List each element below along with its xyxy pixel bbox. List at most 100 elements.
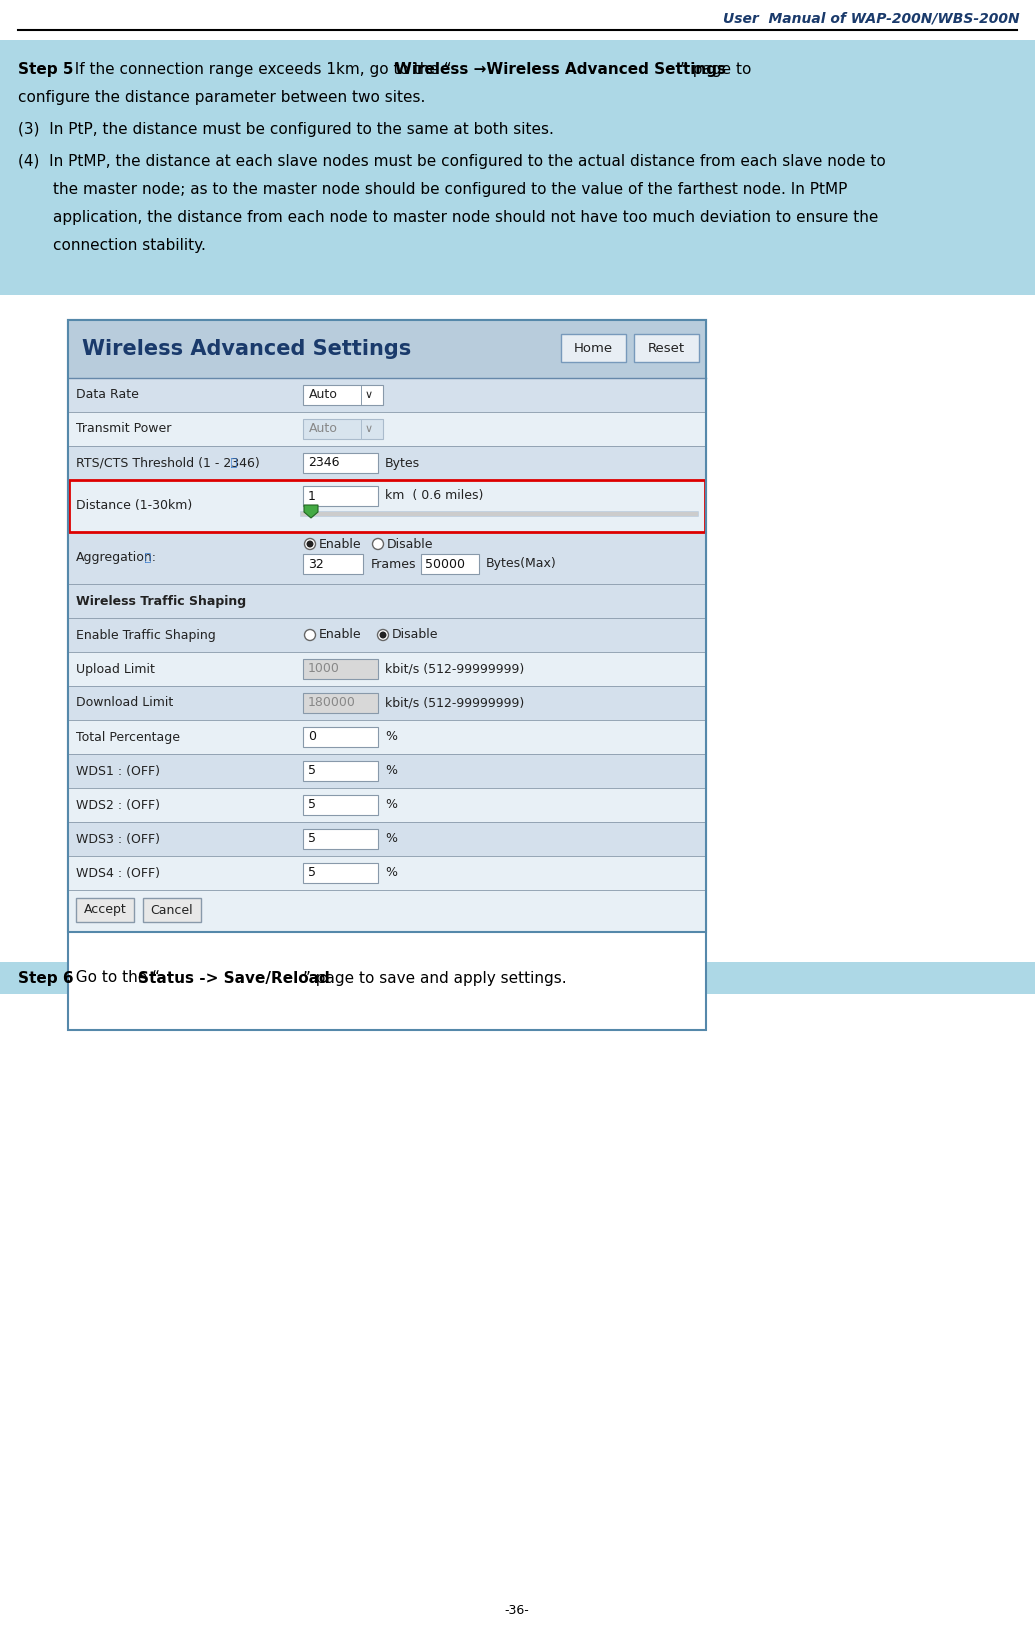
Bar — [561, 335, 626, 362]
Bar — [303, 486, 378, 506]
Text: configure the distance parameter between two sites.: configure the distance parameter between… — [18, 90, 425, 104]
Text: 2346: 2346 — [308, 457, 339, 470]
Bar — [69, 619, 705, 653]
Bar — [303, 726, 378, 747]
Text: %: % — [385, 764, 397, 777]
Bar — [634, 335, 699, 362]
Text: Enable: Enable — [319, 537, 361, 550]
Circle shape — [373, 539, 384, 550]
Bar — [303, 385, 383, 405]
Text: 5: 5 — [308, 832, 316, 845]
Text: Transmit Power: Transmit Power — [76, 423, 172, 436]
Text: 50000: 50000 — [425, 558, 465, 571]
Bar — [303, 694, 378, 713]
Text: (3)  In PtP, the distance must be configured to the same at both sites.: (3) In PtP, the distance must be configu… — [18, 122, 554, 137]
Bar — [303, 795, 378, 814]
Circle shape — [304, 630, 316, 640]
Bar — [69, 584, 705, 619]
Text: 1000: 1000 — [308, 663, 339, 676]
Bar — [303, 553, 363, 574]
Text: ” page to save and apply settings.: ” page to save and apply settings. — [303, 971, 566, 986]
Bar — [303, 863, 378, 883]
Text: %: % — [385, 798, 397, 811]
Text: connection stability.: connection stability. — [53, 238, 206, 253]
Text: %: % — [385, 731, 397, 744]
Text: Frames: Frames — [371, 558, 416, 571]
Bar — [303, 419, 383, 439]
Bar — [303, 659, 378, 679]
Bar — [0, 961, 1035, 994]
Text: RTS/CTS Threshold (1 - 2346): RTS/CTS Threshold (1 - 2346) — [76, 457, 260, 470]
Bar — [69, 788, 705, 823]
Text: Cancel: Cancel — [151, 904, 194, 917]
Bar — [68, 320, 706, 932]
Text: Upload Limit: Upload Limit — [76, 663, 155, 676]
Bar — [76, 898, 134, 922]
Bar — [143, 898, 201, 922]
Text: kbit/s (512-99999999): kbit/s (512-99999999) — [385, 663, 525, 676]
Bar — [68, 320, 706, 379]
Bar — [69, 480, 705, 532]
Text: 32: 32 — [308, 558, 324, 571]
Text: Wireless Advanced Settings: Wireless Advanced Settings — [82, 339, 411, 359]
Text: Total Percentage: Total Percentage — [76, 731, 180, 744]
Text: Status -> Save/Reload: Status -> Save/Reload — [138, 971, 330, 986]
Text: Auto: Auto — [309, 423, 337, 436]
Text: kbit/s (512-99999999): kbit/s (512-99999999) — [385, 697, 525, 710]
Text: WDS4 : (OFF): WDS4 : (OFF) — [76, 867, 160, 880]
Text: WDS3 : (OFF): WDS3 : (OFF) — [76, 832, 160, 845]
Text: Auto: Auto — [309, 388, 337, 401]
Text: Bytes(Max): Bytes(Max) — [486, 558, 557, 571]
Text: 1: 1 — [308, 490, 316, 503]
Text: Aggregation:: Aggregation: — [76, 552, 157, 565]
Bar — [69, 754, 705, 788]
Text: 0: 0 — [308, 731, 316, 744]
Bar — [69, 653, 705, 685]
Text: WDS1 : (OFF): WDS1 : (OFF) — [76, 764, 160, 777]
Text: Disable: Disable — [392, 628, 439, 641]
Bar — [69, 857, 705, 889]
Text: -36-: -36- — [505, 1604, 529, 1617]
Text: ∨: ∨ — [365, 424, 374, 434]
Bar — [303, 761, 378, 782]
Text: %: % — [385, 867, 397, 880]
Text: (4)  In PtMP, the distance at each slave nodes must be configured to the actual : (4) In PtMP, the distance at each slave … — [18, 153, 886, 170]
Text: Enable Traffic Shaping: Enable Traffic Shaping — [76, 628, 215, 641]
Bar — [69, 379, 705, 411]
Bar — [69, 480, 705, 532]
Bar — [69, 823, 705, 857]
Text: Disable: Disable — [387, 537, 434, 550]
Text: 5: 5 — [308, 867, 316, 880]
Polygon shape — [304, 504, 318, 517]
Bar — [303, 829, 378, 849]
Text: Step 6: Step 6 — [18, 971, 73, 986]
Text: ⓘ: ⓘ — [141, 553, 151, 563]
Text: Step 5: Step 5 — [18, 62, 73, 77]
Text: Enable: Enable — [319, 628, 361, 641]
Bar — [69, 411, 705, 446]
Circle shape — [380, 632, 386, 638]
Text: ⓘ: ⓘ — [228, 459, 237, 468]
Bar — [0, 41, 1035, 295]
Text: ∨: ∨ — [365, 390, 374, 400]
Bar — [303, 454, 378, 473]
Bar — [69, 532, 705, 584]
Text: Reset: Reset — [648, 341, 684, 354]
Text: the master node; as to the master node should be configured to the value of the : the master node; as to the master node s… — [53, 183, 848, 197]
Bar — [69, 446, 705, 480]
Text: Wireless →Wireless Advanced Settings: Wireless →Wireless Advanced Settings — [395, 62, 726, 77]
Bar — [68, 320, 706, 1030]
Text: Accept: Accept — [84, 904, 126, 917]
Text: User  Manual of WAP-200N/WBS-200N: User Manual of WAP-200N/WBS-200N — [723, 11, 1021, 24]
Circle shape — [306, 540, 314, 547]
Text: Distance (1-30km): Distance (1-30km) — [76, 499, 193, 512]
Text: 180000: 180000 — [308, 697, 356, 710]
Bar — [69, 720, 705, 754]
Text: Download Limit: Download Limit — [76, 697, 173, 710]
Text: ” page to: ” page to — [680, 62, 751, 77]
Text: Home: Home — [573, 341, 613, 354]
Circle shape — [304, 539, 316, 550]
Text: application, the distance from each node to master node should not have too much: application, the distance from each node… — [53, 211, 879, 225]
Circle shape — [378, 630, 388, 640]
Text: %: % — [385, 832, 397, 845]
